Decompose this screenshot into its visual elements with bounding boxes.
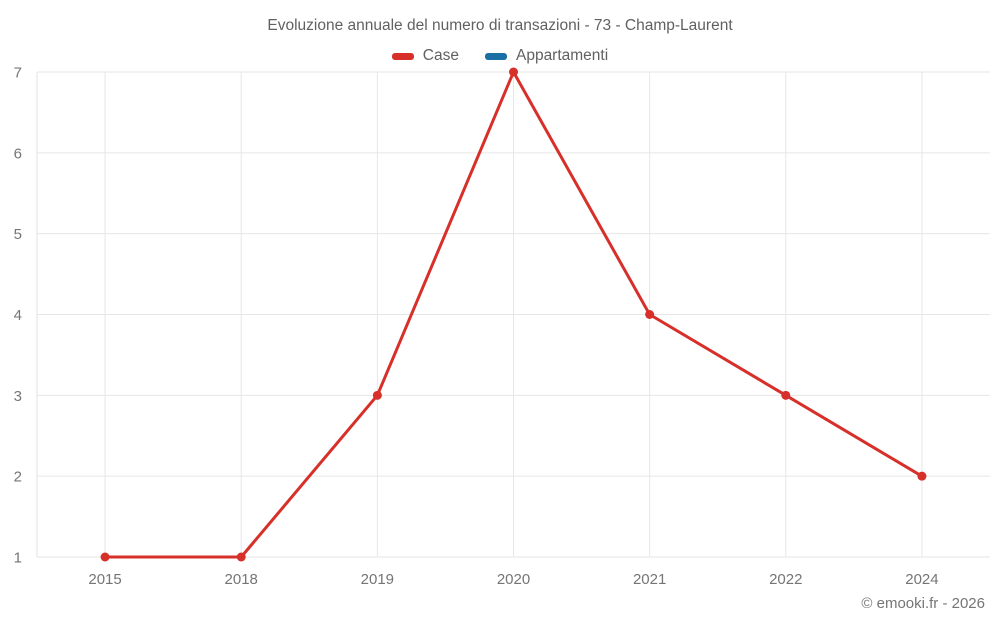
y-tick-label: 7 [14,65,22,82]
case-data-point[interactable] [781,390,791,400]
x-tick-label: 2024 [905,571,938,588]
chart-title: Evoluzione annuale del numero di transaz… [267,17,733,34]
y-tick-label: 2 [14,469,22,486]
legend: Case Appartamenti [0,47,1000,65]
y-tick-label: 4 [14,307,22,324]
y-tick-label: 1 [14,550,22,567]
x-tick-label: 2019 [361,571,394,588]
case-legend-marker-icon [391,52,414,60]
x-tick-label: 2021 [633,571,666,588]
legend-item-case[interactable]: Case [391,47,459,65]
legend-label-case: Case [422,47,459,64]
y-tick-label: 5 [14,226,22,243]
x-tick-label: 2022 [769,571,802,588]
case-data-point[interactable] [509,67,518,77]
case-data-point[interactable] [236,552,246,562]
legend-item-appartamenti[interactable]: Appartamenti [484,47,609,65]
y-tick-label: 3 [14,388,22,405]
x-tick-label: 2015 [88,571,121,588]
y-tick-label: 6 [14,145,22,162]
appartamenti-legend-marker-icon [484,52,507,60]
copyright-text: © emooki.fr - 2026 [861,595,985,612]
case-data-point[interactable] [372,390,382,400]
case-data-point[interactable] [100,552,110,562]
legend-label-appartamenti: Appartamenti [515,47,609,64]
case-data-point[interactable] [917,471,927,481]
x-tick-label: 2018 [225,571,258,588]
case-data-point[interactable] [645,310,655,319]
x-tick-label: 2020 [497,571,530,588]
